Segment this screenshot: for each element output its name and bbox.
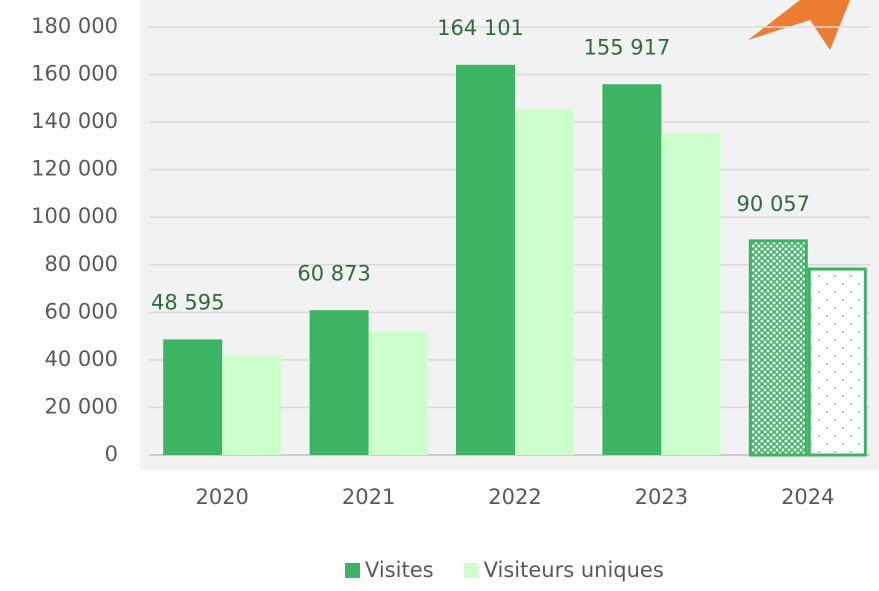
bar [661, 134, 720, 455]
value-label: 60 873 [297, 261, 370, 285]
y-tick-label: 20 000 [45, 394, 118, 418]
value-label: 164 101 [437, 16, 524, 40]
bar [515, 109, 574, 455]
y-tick-label: 40 000 [45, 347, 118, 371]
value-label: 90 057 [737, 192, 810, 216]
bar [809, 269, 865, 455]
value-label: 48 595 [151, 290, 224, 314]
value-label: 155 917 [583, 35, 670, 59]
x-tick-label: 2020 [195, 485, 248, 509]
x-tick-label: 2022 [488, 485, 541, 509]
chart: 0 20 000 40 000 60 000 80 000 100 000 120 000 1… [0, 0, 879, 587]
x-tick-label: 2021 [342, 485, 395, 509]
x-tick-label: 2024 [781, 485, 834, 509]
legend-swatch [464, 563, 479, 578]
y-tick-label: 180 000 [31, 14, 118, 38]
bar [222, 355, 281, 455]
y-tick-label: 0 [105, 442, 118, 466]
y-tick-label: 120 000 [31, 157, 118, 181]
bar [163, 339, 222, 455]
x-tick-label: 2023 [635, 485, 688, 509]
y-tick-label: 100 000 [31, 204, 118, 228]
bar [369, 331, 428, 455]
y-tick-label: 80 000 [45, 252, 118, 276]
y-tick-label: 160 000 [31, 62, 118, 86]
legend-swatch [345, 563, 360, 578]
legend-label: Visiteurs uniques [484, 558, 664, 582]
bar [310, 310, 369, 455]
bar [750, 241, 806, 455]
y-tick-label: 140 000 [31, 109, 118, 133]
y-tick-label: 60 000 [45, 299, 118, 323]
bar [456, 65, 515, 455]
legend-label: Visites [365, 558, 434, 582]
bar [602, 84, 661, 455]
